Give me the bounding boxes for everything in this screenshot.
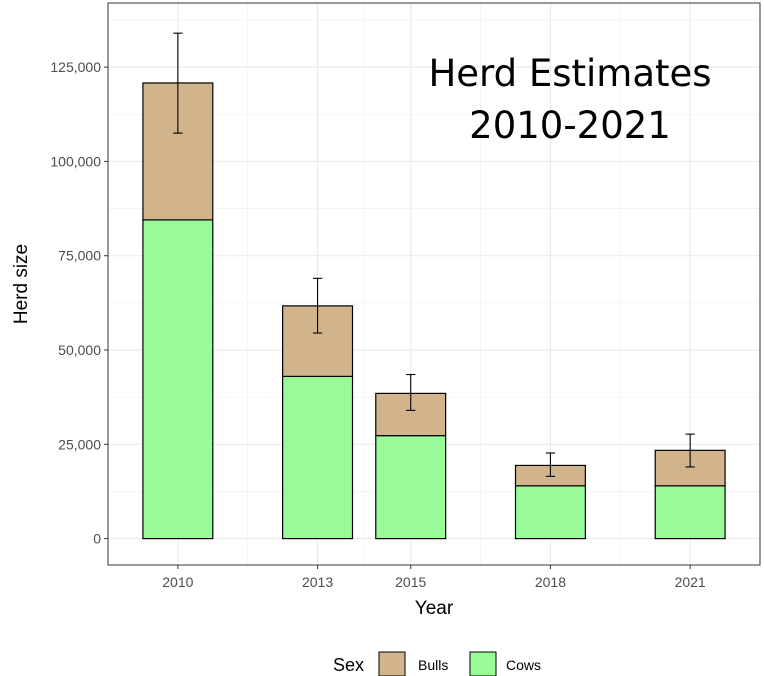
- bar-cows-2015: [375, 435, 447, 540]
- y-tick-label: 25,000: [58, 436, 101, 452]
- bar-cows-2021: [654, 485, 726, 540]
- bar-cows-2018: [514, 485, 586, 540]
- x-tick-label: 2018: [535, 574, 566, 590]
- y-tick-label: 100,000: [50, 153, 101, 169]
- legend-label-bulls: Bulls: [418, 657, 448, 673]
- plot-panel-frame: [107, 2, 761, 566]
- x-tick-label: 2013: [302, 574, 333, 590]
- legend-label-cows: Cows: [506, 657, 541, 673]
- error-bar-2010: [173, 32, 183, 134]
- chart-title-line-1: Herd Estimates: [428, 52, 711, 95]
- error-bars: [173, 32, 695, 477]
- x-tick-label: 2021: [675, 574, 706, 590]
- legend-swatch-bulls: [378, 651, 406, 676]
- x-axis: 2010 2013 2015 2018 2021: [162, 565, 706, 590]
- bars: [142, 82, 726, 540]
- bar-cows-2010: [142, 219, 214, 540]
- y-tick-label: 75,000: [58, 248, 101, 264]
- error-bar-2018: [545, 452, 556, 477]
- y-tick-label: 125,000: [50, 59, 101, 75]
- legend-title: Sex: [333, 655, 364, 675]
- legend: Sex Bulls Cows: [333, 651, 541, 676]
- x-axis-title: Year: [415, 598, 454, 619]
- error-bar-2015: [406, 373, 416, 411]
- error-bar-2021: [685, 433, 695, 468]
- y-axis: 0 25,000 50,000 75,000 100,000 125,000: [50, 59, 108, 547]
- y-tick-label: 0: [93, 531, 101, 547]
- y-axis-title: Herd size: [11, 244, 32, 324]
- bar-cows-2013: [282, 375, 354, 540]
- x-tick-label: 2015: [395, 574, 426, 590]
- error-bar-2013: [312, 277, 323, 334]
- y-tick-label: 50,000: [58, 342, 101, 358]
- legend-swatch-cows: [469, 651, 497, 676]
- x-tick-label: 2010: [162, 574, 193, 590]
- chart-title-line-2: 2010-2021: [469, 104, 671, 147]
